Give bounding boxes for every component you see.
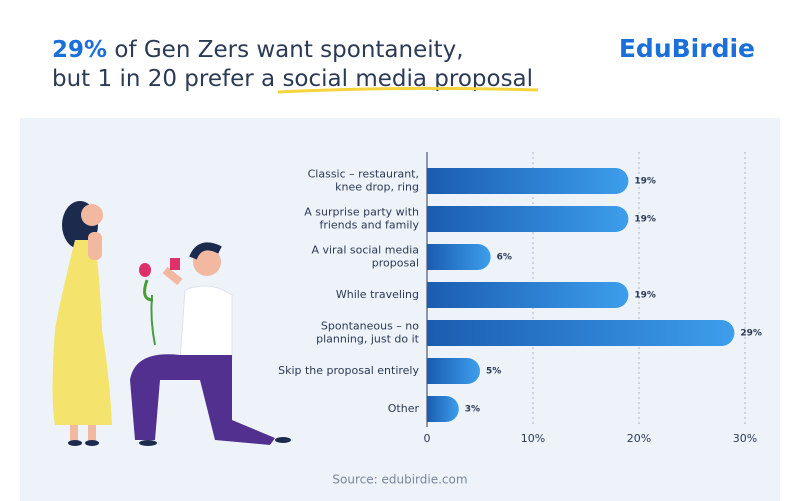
value-label: 29% xyxy=(740,329,762,339)
header-card xyxy=(20,14,780,118)
x-tick-label: 0 xyxy=(424,432,431,445)
category-label: While traveling xyxy=(336,288,419,301)
bar xyxy=(427,396,459,422)
title-line-1: 29% of Gen Zers want spontaneity, xyxy=(52,37,464,63)
bar xyxy=(427,282,629,308)
x-tick-label: 10% xyxy=(521,432,545,445)
value-label: 19% xyxy=(634,291,656,301)
category-label: Spontaneous – no planning, just do it xyxy=(316,320,420,346)
title-text: of Gen Zers want spontaneity, xyxy=(114,37,463,63)
source: Source: edubirdie.com xyxy=(332,473,467,487)
value-label: 6% xyxy=(497,253,512,263)
value-label: 3% xyxy=(465,405,480,415)
title-text: but 1 in 20 prefer a xyxy=(52,66,275,92)
illustration xyxy=(52,201,291,446)
category-label: Other xyxy=(388,402,420,415)
bar xyxy=(427,358,480,384)
title-line-2: but 1 in 20 prefer a social media propos… xyxy=(52,66,533,92)
plot: 0 10% 20% 30% Classic – restaurant, knee drop… xyxy=(278,152,762,445)
bar xyxy=(427,168,629,194)
title-highlight: 29% xyxy=(52,37,107,63)
value-label: 19% xyxy=(634,215,656,225)
value-label: 19% xyxy=(634,177,656,187)
category-label: A surprise party with friends and family xyxy=(304,206,419,232)
bar xyxy=(427,320,735,346)
bar xyxy=(427,206,629,232)
category-label: Skip the proposal entirely xyxy=(278,364,419,377)
value-label: 5% xyxy=(486,367,501,377)
brand: EduBirdie xyxy=(619,34,755,63)
x-tick-label: 30% xyxy=(733,432,757,445)
x-tick-label: 20% xyxy=(627,432,651,445)
category-label: A viral social media proposal xyxy=(311,244,419,270)
category-label: Classic – restaurant, knee drop, ring xyxy=(308,168,419,194)
underline xyxy=(277,86,539,94)
bar xyxy=(427,244,491,270)
